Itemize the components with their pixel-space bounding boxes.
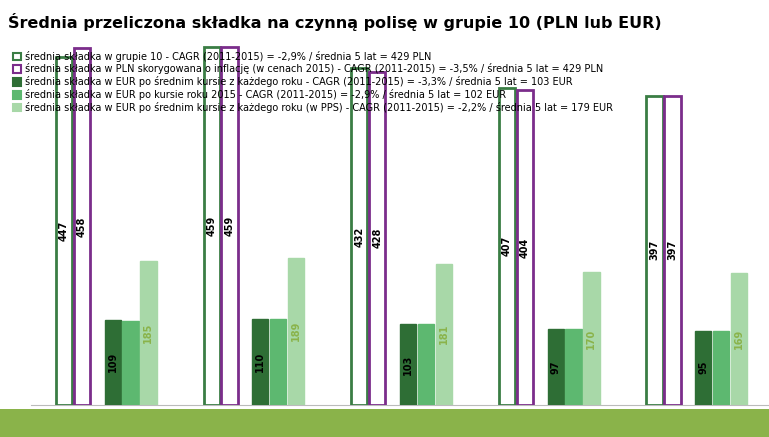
Bar: [435, 264, 452, 405]
Bar: [140, 261, 157, 405]
Bar: [221, 48, 238, 405]
Bar: [288, 257, 305, 405]
Bar: [695, 331, 711, 405]
Text: 95: 95: [716, 361, 726, 375]
Text: 109: 109: [108, 352, 118, 372]
Bar: [499, 88, 515, 405]
Text: 397: 397: [650, 240, 660, 260]
Text: 110: 110: [255, 352, 265, 372]
Bar: [369, 72, 385, 405]
Text: Średnia przeliczona składka na czynną polisę w grupie 10 (PLN lub EUR): Średnia przeliczona składka na czynną po…: [8, 13, 661, 31]
Bar: [647, 96, 663, 405]
Text: 185: 185: [144, 323, 154, 343]
Bar: [664, 96, 681, 405]
Bar: [731, 273, 747, 405]
Text: 404: 404: [520, 237, 530, 257]
Bar: [105, 320, 121, 405]
Text: 189: 189: [291, 321, 301, 341]
Text: 458: 458: [77, 216, 87, 236]
Text: 97: 97: [568, 360, 578, 374]
Text: 107: 107: [125, 353, 135, 373]
Bar: [565, 329, 581, 405]
Text: 407: 407: [502, 236, 512, 257]
Text: 95: 95: [698, 361, 708, 375]
Bar: [418, 325, 434, 405]
Bar: [517, 90, 533, 405]
Bar: [351, 69, 368, 405]
Bar: [252, 319, 268, 405]
Text: 181: 181: [439, 324, 449, 344]
Text: 97: 97: [551, 360, 561, 374]
Text: 447: 447: [59, 221, 69, 241]
Text: 459: 459: [207, 216, 217, 236]
Bar: [400, 325, 416, 405]
Text: 169: 169: [734, 329, 744, 349]
Bar: [270, 319, 286, 405]
Bar: [74, 48, 90, 405]
Bar: [548, 329, 564, 405]
Legend: średnia składka w grupie 10 - CAGR (2011-2015) = -2,9% / średnia 5 lat = 429 PLN: średnia składka w grupie 10 - CAGR (2011…: [12, 51, 613, 113]
Bar: [583, 272, 600, 405]
Text: 428: 428: [372, 228, 382, 248]
Bar: [122, 321, 138, 405]
Bar: [713, 331, 729, 405]
Bar: [56, 57, 72, 405]
Text: 103: 103: [403, 354, 413, 375]
Bar: [204, 48, 220, 405]
Text: 432: 432: [355, 226, 365, 246]
Text: 170: 170: [587, 328, 597, 349]
Text: 397: 397: [667, 240, 677, 260]
Text: 110: 110: [273, 352, 283, 372]
Text: 103: 103: [421, 354, 431, 375]
Text: 459: 459: [225, 216, 235, 236]
